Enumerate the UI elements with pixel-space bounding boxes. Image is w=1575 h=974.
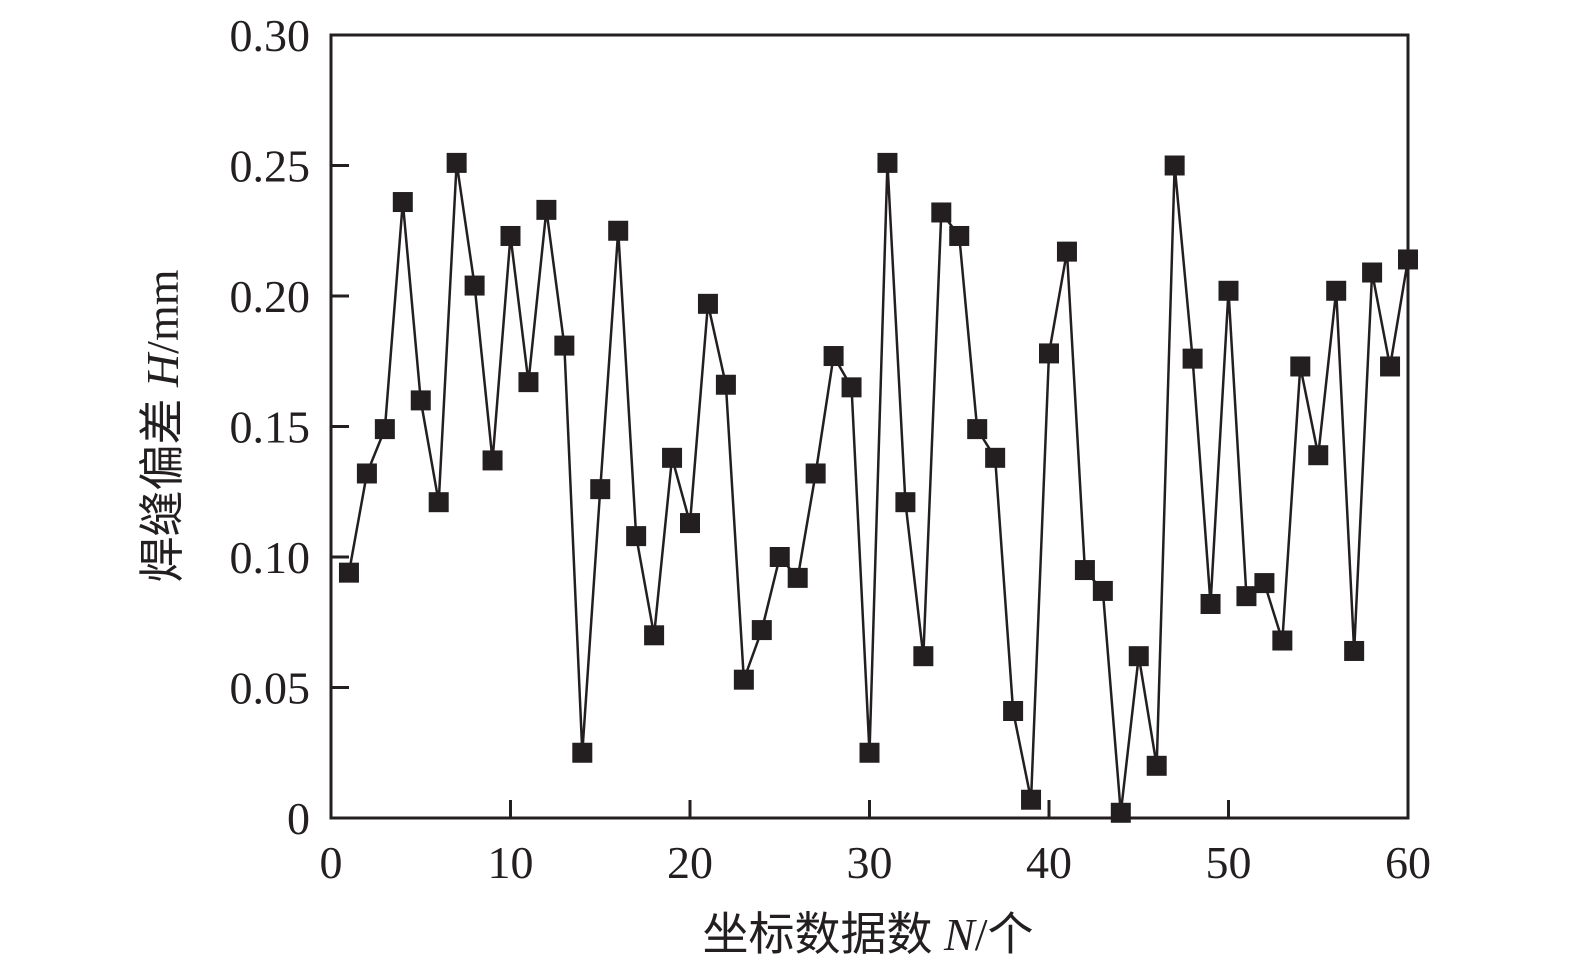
data-point [662, 447, 683, 468]
data-point [1110, 802, 1131, 823]
y-tick-label: 0.30 [230, 10, 311, 61]
data-point [895, 492, 916, 513]
y-tick-label: 0.20 [230, 271, 311, 322]
ticks [329, 33, 1410, 820]
data-point [1056, 241, 1077, 262]
data-point [482, 450, 503, 471]
data-point [1344, 640, 1365, 661]
data-point [1182, 348, 1203, 369]
data-point [1362, 262, 1383, 283]
plot-frame [329, 33, 1410, 820]
data-point [1039, 343, 1059, 364]
data-point [967, 419, 988, 440]
data-point [697, 293, 718, 314]
x-tick-label: 60 [1385, 837, 1431, 888]
x-tick-label: 10 [488, 837, 534, 888]
data-point [554, 335, 575, 356]
data-point [1308, 445, 1329, 466]
data-point [518, 372, 539, 393]
data-point [626, 526, 647, 547]
data-point [1254, 573, 1275, 594]
data-point [1003, 700, 1024, 721]
data-point [1074, 560, 1095, 581]
data-point [859, 742, 880, 763]
y-tick-label: 0 [287, 793, 310, 844]
x-tick-label: 0 [320, 837, 343, 888]
data-point [1021, 789, 1042, 810]
data-point [464, 275, 485, 296]
data-point [1218, 280, 1239, 301]
data-point [428, 492, 449, 513]
y-tick-labels: 0 0.05 0.10 0.15 0.20 0.25 0.30 [230, 10, 311, 844]
data-point [1236, 586, 1257, 607]
data-point [338, 562, 359, 583]
data-point [751, 620, 772, 641]
series [338, 152, 1418, 823]
data-point [715, 374, 736, 395]
data-point [392, 192, 413, 213]
data-point [985, 447, 1006, 468]
x-axis-label: 坐标数据数 N/个 [703, 909, 1034, 960]
y-tick-label: 0.05 [230, 663, 311, 714]
data-point [823, 346, 844, 367]
data-point [1398, 249, 1418, 270]
data-point [787, 567, 808, 588]
data-point [1380, 356, 1401, 377]
data-point [805, 463, 826, 484]
y-tick-label: 0.10 [230, 532, 311, 583]
x-tick-label: 20 [667, 837, 713, 888]
data-point [536, 199, 557, 220]
data-point [877, 152, 898, 173]
data-point [446, 152, 467, 173]
data-point [931, 202, 952, 223]
y-tick-label: 0.15 [230, 402, 311, 453]
x-tick-label: 50 [1206, 837, 1252, 888]
data-point [841, 377, 862, 398]
data-point [590, 479, 611, 500]
data-point [1290, 356, 1311, 377]
data-point [733, 669, 754, 690]
data-point [1272, 630, 1293, 651]
data-point [1164, 155, 1185, 176]
data-point [608, 220, 629, 241]
data-point [1128, 646, 1149, 667]
data-point [356, 463, 377, 484]
y-axis-label: 焊缝偏差 H/mm [137, 269, 188, 582]
data-point [572, 742, 593, 763]
data-point [644, 625, 665, 646]
data-point [1092, 580, 1113, 601]
x-tick-labels: 0 10 20 30 40 50 60 [320, 837, 1432, 888]
data-point [680, 513, 700, 534]
data-point [1146, 755, 1167, 776]
data-point [769, 547, 790, 567]
data-point [410, 390, 431, 411]
y-tick-label: 0.25 [230, 141, 311, 192]
data-point [949, 225, 970, 246]
x-tick-label: 30 [847, 837, 893, 888]
series-line [347, 162, 1410, 813]
x-tick-label: 40 [1026, 837, 1072, 888]
data-point [1200, 593, 1221, 614]
data-point [913, 646, 934, 667]
data-point [500, 225, 521, 246]
data-point [1326, 280, 1347, 301]
data-point [374, 419, 395, 440]
